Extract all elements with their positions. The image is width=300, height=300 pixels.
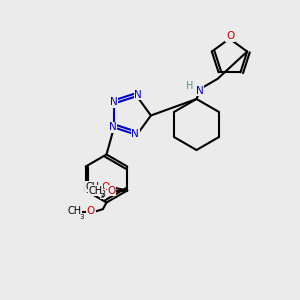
Text: H: H bbox=[186, 81, 193, 92]
Text: CH: CH bbox=[86, 182, 100, 192]
Text: CH: CH bbox=[68, 206, 82, 217]
Text: 3: 3 bbox=[79, 214, 83, 220]
Text: O: O bbox=[108, 185, 116, 196]
Text: N: N bbox=[134, 90, 142, 100]
Text: O: O bbox=[102, 182, 110, 193]
Text: O: O bbox=[226, 31, 234, 41]
Text: N: N bbox=[131, 129, 139, 139]
Text: 3: 3 bbox=[100, 193, 104, 199]
Text: N: N bbox=[110, 97, 118, 107]
Text: N: N bbox=[109, 122, 116, 133]
Text: N: N bbox=[196, 86, 203, 96]
Text: CH: CH bbox=[88, 185, 103, 196]
Text: O: O bbox=[87, 206, 95, 217]
Text: 3: 3 bbox=[101, 190, 106, 199]
